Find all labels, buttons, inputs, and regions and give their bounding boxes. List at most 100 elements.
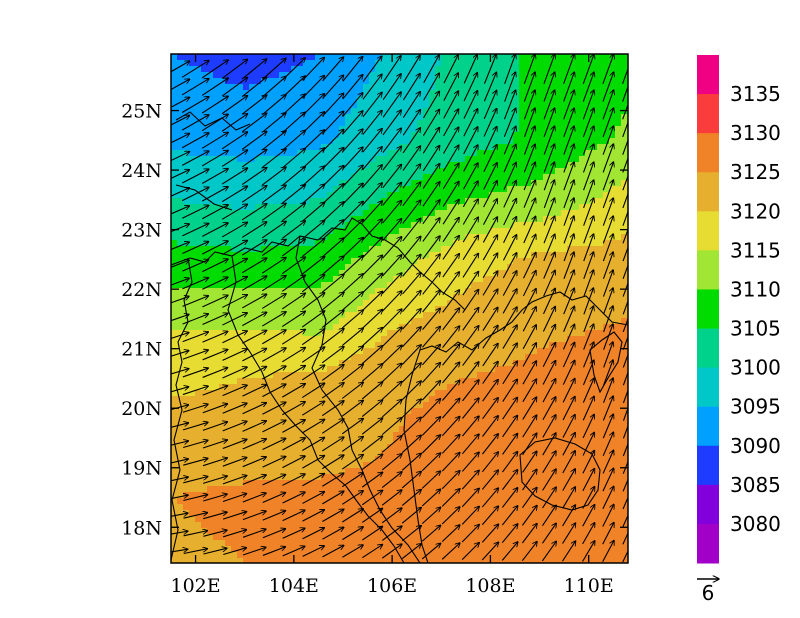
field-cell	[291, 156, 298, 163]
field-cell	[429, 336, 436, 343]
field-cell	[417, 228, 424, 235]
field-cell	[441, 120, 448, 127]
field-cell	[447, 150, 454, 157]
field-cell	[405, 150, 412, 157]
field-cell	[171, 420, 178, 427]
field-cell	[201, 210, 208, 217]
field-cell	[597, 180, 604, 187]
field-cell	[213, 228, 220, 235]
field-cell	[267, 228, 274, 235]
field-cell	[273, 252, 280, 259]
field-cell	[375, 420, 382, 427]
field-cell	[615, 402, 622, 409]
field-cell	[429, 282, 436, 289]
field-cell	[459, 426, 466, 433]
field-cell	[249, 348, 256, 355]
field-cell	[615, 432, 622, 439]
field-cell	[537, 108, 544, 115]
field-cell	[333, 402, 340, 409]
field-cell	[609, 258, 616, 265]
field-cell	[195, 222, 202, 229]
field-cell	[477, 72, 484, 79]
field-cell	[465, 162, 472, 169]
field-cell	[345, 90, 352, 97]
field-cell	[279, 300, 286, 307]
field-cell	[459, 390, 466, 397]
field-cell	[465, 78, 472, 85]
field-cell	[177, 198, 184, 205]
field-cell	[333, 324, 340, 331]
field-cell	[183, 432, 190, 439]
field-cell	[525, 132, 532, 139]
field-cell	[381, 282, 388, 289]
field-cell	[495, 198, 502, 205]
field-cell	[225, 330, 232, 337]
field-cell	[567, 372, 574, 379]
field-cell	[453, 228, 460, 235]
field-cell	[555, 222, 562, 229]
field-cell	[441, 90, 448, 97]
field-cell	[615, 252, 622, 259]
field-cell	[579, 54, 586, 61]
field-cell	[381, 276, 388, 283]
field-cell	[267, 84, 274, 91]
field-cell	[573, 126, 580, 133]
field-cell	[189, 204, 196, 211]
field-cell	[345, 192, 352, 199]
field-cell	[579, 96, 586, 103]
field-cell	[537, 390, 544, 397]
field-cell	[267, 174, 274, 181]
field-cell	[393, 360, 400, 367]
field-cell	[423, 210, 430, 217]
field-cell	[507, 258, 514, 265]
field-cell	[261, 54, 268, 61]
field-cell	[537, 270, 544, 277]
field-cell	[549, 408, 556, 415]
field-cell	[201, 432, 208, 439]
field-cell	[273, 306, 280, 313]
field-cell	[273, 144, 280, 151]
field-cell	[615, 132, 622, 139]
field-cell	[477, 228, 484, 235]
field-cell	[351, 132, 358, 139]
field-cell	[195, 342, 202, 349]
field-cell	[363, 294, 370, 301]
field-cell	[441, 186, 448, 193]
field-cell	[387, 390, 394, 397]
field-cell	[291, 60, 298, 67]
field-cell	[255, 306, 262, 313]
field-cell	[567, 60, 574, 67]
field-cell	[315, 270, 322, 277]
field-cell	[249, 420, 256, 427]
field-cell	[249, 354, 256, 361]
field-cell	[441, 318, 448, 325]
field-cell	[225, 156, 232, 163]
field-cell	[369, 336, 376, 343]
field-cell	[291, 294, 298, 301]
field-cell	[453, 78, 460, 85]
field-cell	[279, 408, 286, 415]
field-cell	[273, 366, 280, 373]
field-cell	[333, 372, 340, 379]
field-cell	[453, 156, 460, 163]
field-cell	[327, 408, 334, 415]
field-cell	[573, 306, 580, 313]
field-cell	[351, 432, 358, 439]
field-cell	[249, 162, 256, 169]
field-cell	[297, 318, 304, 325]
field-cell	[387, 252, 394, 259]
field-cell	[285, 288, 292, 295]
field-cell	[417, 408, 424, 415]
field-cell	[387, 360, 394, 367]
field-cell	[351, 252, 358, 259]
field-cell	[615, 348, 622, 355]
field-cell	[477, 348, 484, 355]
field-cell	[597, 396, 604, 403]
field-cell	[189, 390, 196, 397]
field-cell	[537, 276, 544, 283]
field-cell	[285, 258, 292, 265]
field-cell	[561, 228, 568, 235]
field-cell	[429, 168, 436, 175]
field-cell	[615, 408, 622, 415]
field-cell	[219, 114, 226, 121]
